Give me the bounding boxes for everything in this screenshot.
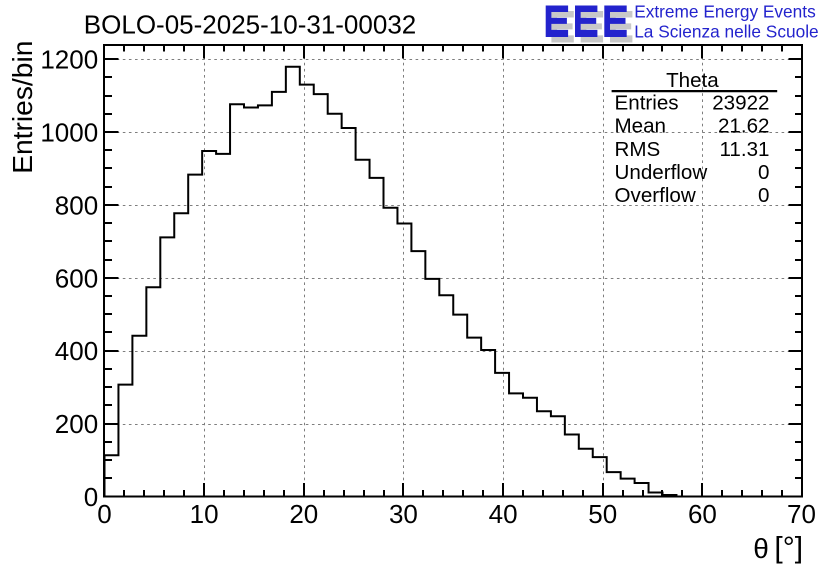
svg-text:10: 10	[190, 499, 219, 529]
svg-text:20: 20	[289, 499, 318, 529]
svg-text:Theta: Theta	[666, 69, 719, 92]
svg-text:400: 400	[55, 336, 98, 366]
svg-text:40: 40	[489, 499, 518, 529]
svg-text:800: 800	[55, 190, 98, 220]
svg-text:0: 0	[758, 161, 769, 184]
svg-text:0: 0	[97, 499, 111, 529]
svg-text:Extreme Energy Events: Extreme Energy Events	[634, 2, 816, 22]
svg-text:[°]: [°]	[774, 532, 803, 565]
svg-text:Entries: Entries	[615, 92, 679, 115]
svg-text:60: 60	[688, 499, 717, 529]
svg-text:BOLO-05-2025-10-31-00032: BOLO-05-2025-10-31-00032	[84, 10, 416, 40]
svg-text:70: 70	[787, 499, 816, 529]
svg-text:23922: 23922	[712, 92, 769, 115]
svg-text:1200: 1200	[40, 45, 98, 75]
svg-text:θ: θ	[753, 533, 769, 564]
svg-text:11.31: 11.31	[719, 138, 769, 161]
svg-text:Underflow: Underflow	[615, 161, 708, 184]
svg-text:Mean: Mean	[615, 115, 667, 138]
svg-text:21.62: 21.62	[718, 115, 770, 138]
svg-text:Overflow: Overflow	[615, 184, 696, 207]
svg-text:Entries/bin: Entries/bin	[6, 41, 38, 174]
svg-text:La Scienza nelle Scuole: La Scienza nelle Scuole	[634, 21, 818, 41]
svg-text:RMS: RMS	[615, 138, 661, 161]
svg-text:30: 30	[389, 499, 418, 529]
svg-text:0: 0	[84, 482, 98, 512]
svg-text:200: 200	[55, 409, 98, 439]
svg-text:1000: 1000	[40, 118, 98, 148]
svg-text:600: 600	[55, 263, 98, 293]
svg-text:50: 50	[588, 499, 617, 529]
svg-text:0: 0	[758, 184, 769, 207]
